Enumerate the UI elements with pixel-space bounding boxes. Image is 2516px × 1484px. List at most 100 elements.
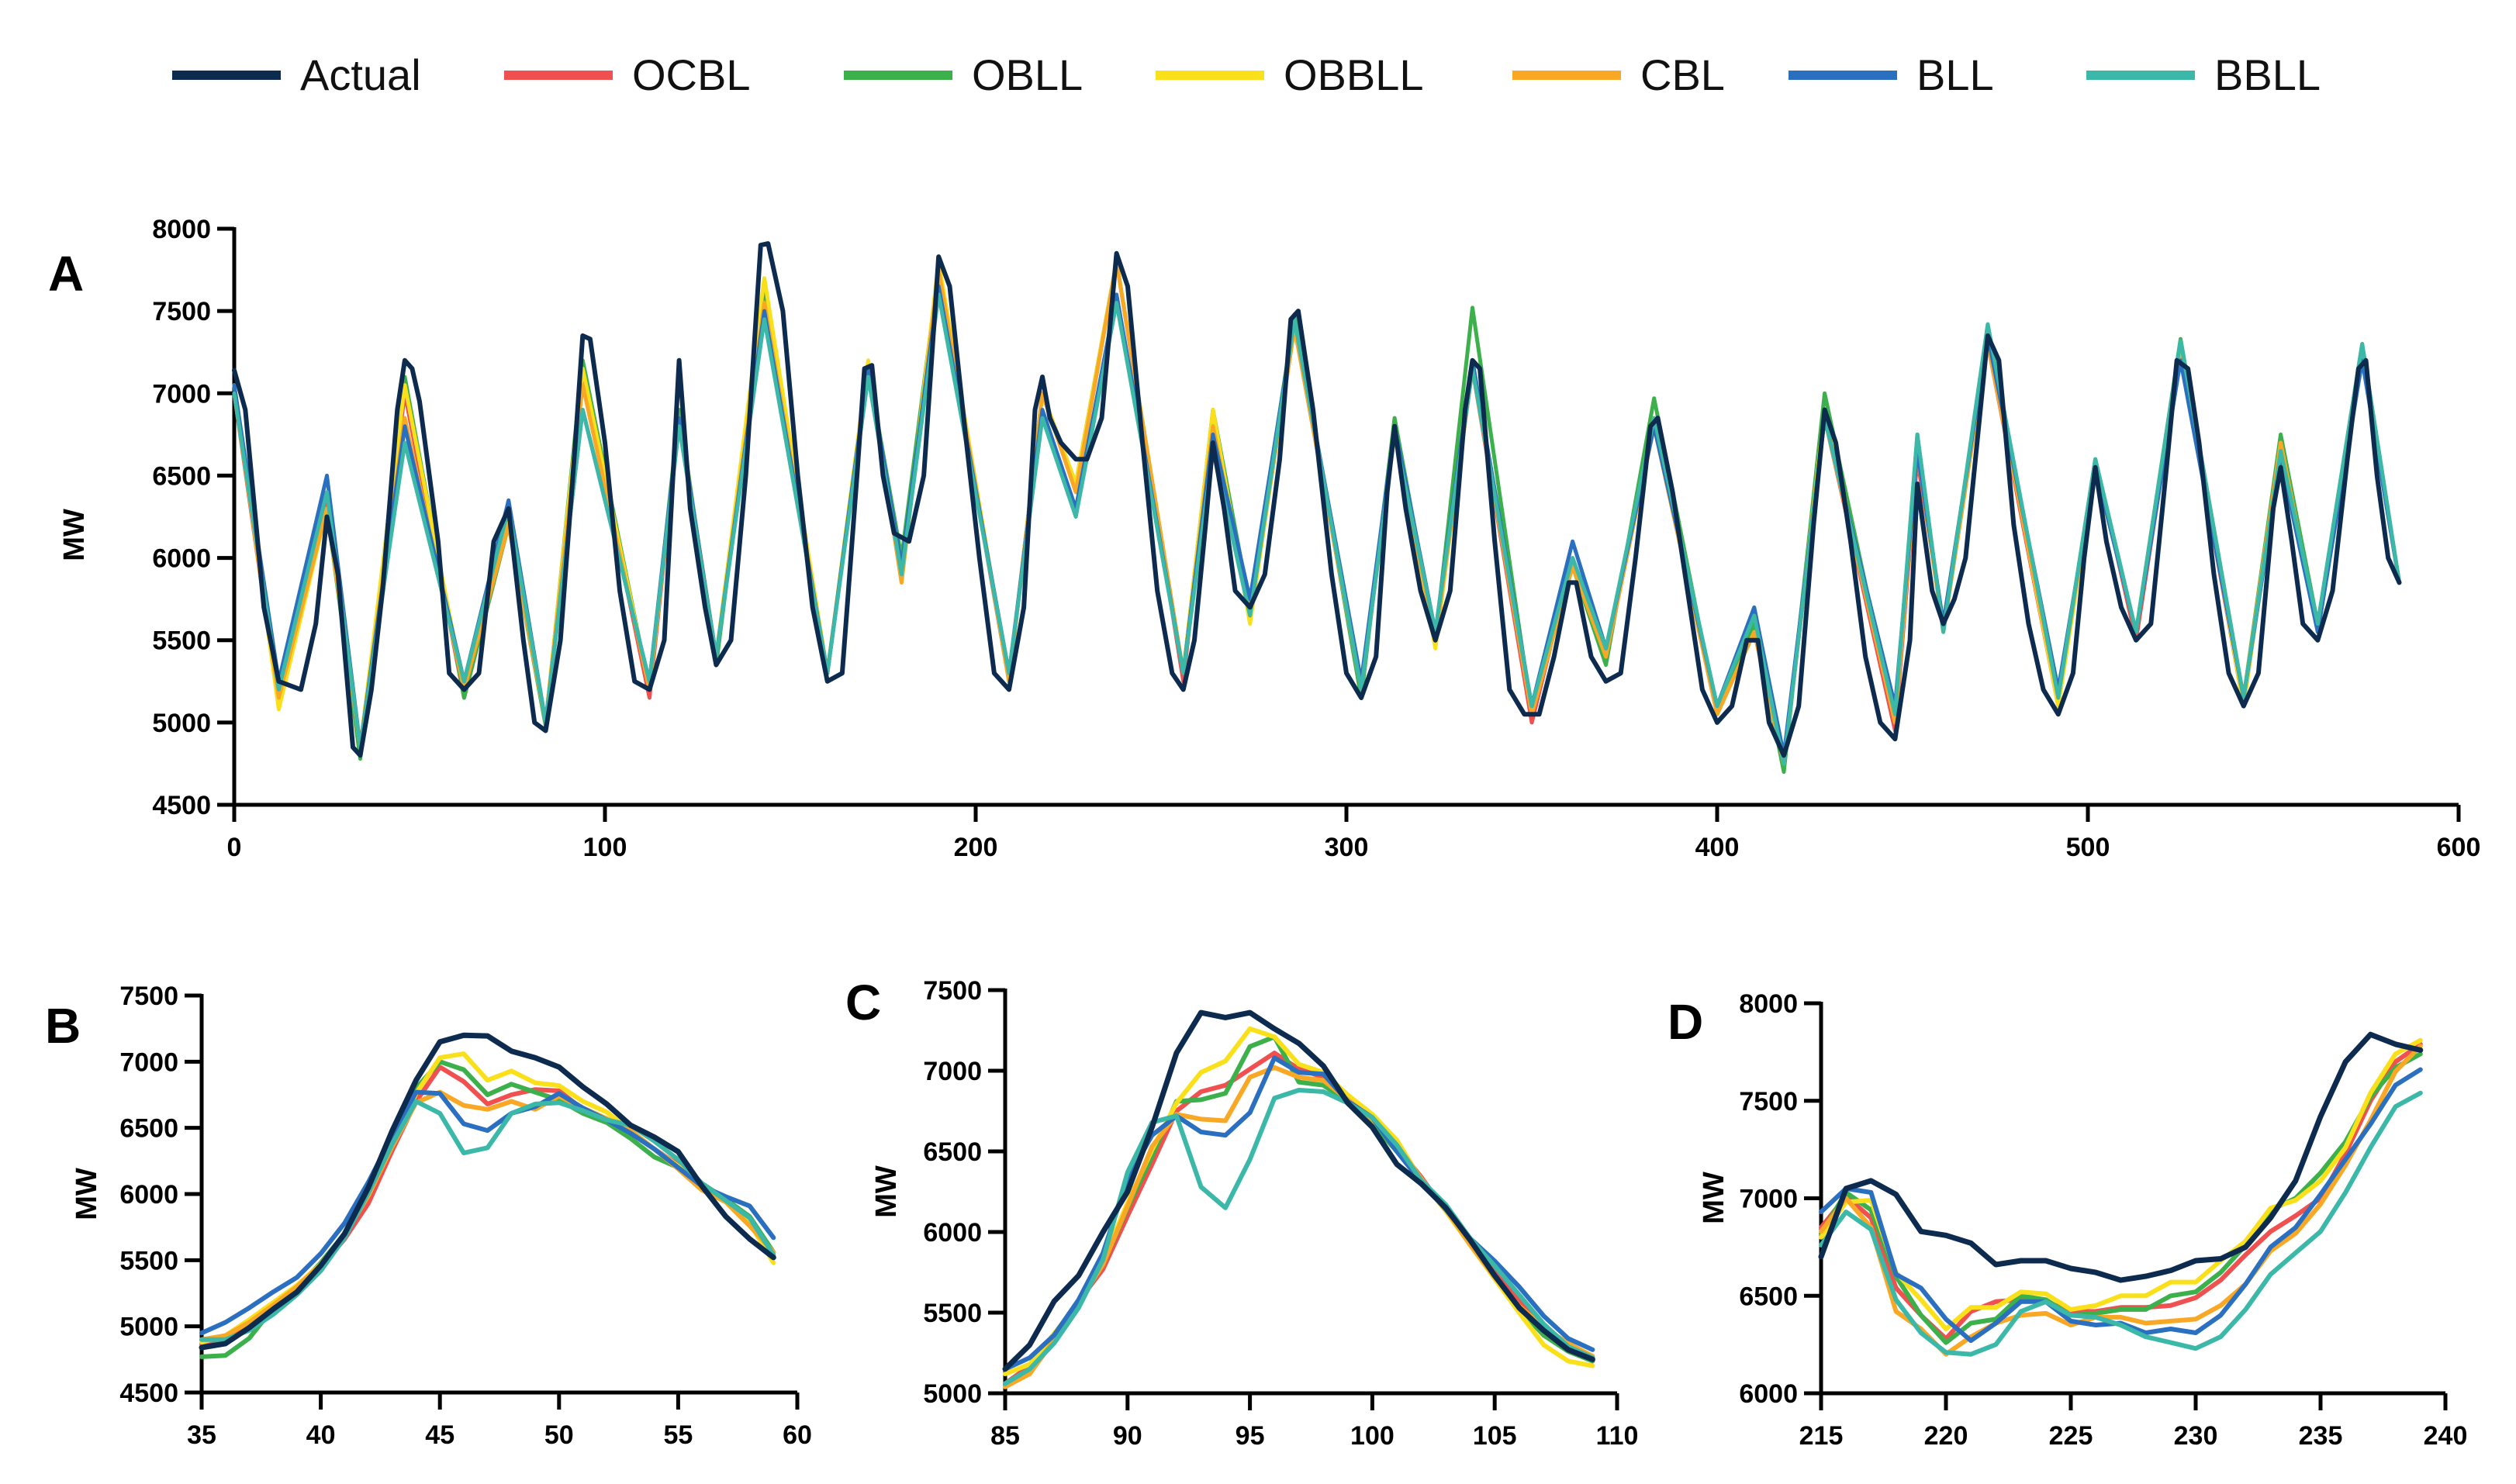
x-tick-label: 240: [2424, 1421, 2468, 1451]
legend-item-obll: OBLL: [844, 50, 1083, 99]
series-line-obll: [232, 260, 2401, 774]
y-tick-label: 6000: [152, 544, 211, 574]
x-tick-label: 230: [2174, 1421, 2218, 1451]
y-tick-label: 5500: [152, 626, 211, 656]
series-line-obll: [1819, 1051, 2423, 1345]
x-tick-label: 235: [2299, 1421, 2343, 1451]
x-tick-label: 215: [1799, 1421, 1844, 1451]
y-axis-label: MW: [71, 1168, 103, 1220]
legend-item-actual: Actual: [172, 50, 421, 99]
x-tick-label: 40: [306, 1420, 336, 1450]
y-tick-label: 7000: [923, 1057, 982, 1086]
y-tick-label: 4500: [152, 791, 211, 820]
series-line-bll: [199, 1089, 776, 1336]
y-tick-label: 6000: [923, 1218, 982, 1248]
x-tick-label: 60: [783, 1420, 812, 1450]
x-tick-label: 200: [954, 833, 998, 862]
x-tick-label: 50: [544, 1420, 574, 1450]
x-tick-label: 0: [227, 833, 242, 862]
y-tick-label: 7500: [152, 297, 211, 326]
panels: A MW 0 100 200 300 400 500 600 4500 5000 5500 6000 65…: [45, 215, 2480, 1451]
x-tick-label: 500: [2066, 833, 2110, 862]
y-tick-label: 5000: [152, 709, 211, 738]
y-tick-label: 7000: [152, 379, 211, 409]
x-tick-label: 225: [2049, 1421, 2093, 1451]
y-axis-label: MW: [1698, 1172, 1730, 1224]
series-line-bbll: [232, 292, 2401, 766]
x-tick-label: 95: [1236, 1421, 1265, 1451]
series-line-bbll: [199, 1099, 776, 1342]
x-tick-label: 400: [1695, 833, 1740, 862]
series-line-obbll: [1819, 1037, 2423, 1331]
y-tick-label: 7000: [119, 1047, 178, 1077]
legend: Actual OCBL OBLL OBBLL CBL BLL BBLL: [172, 50, 2321, 99]
y-tick-label: 5000: [923, 1379, 982, 1409]
y-tick-label: 6000: [1739, 1379, 1798, 1409]
y-tick-label: 4500: [119, 1379, 178, 1408]
y-tick-label: 5500: [119, 1246, 178, 1275]
y-tick-label: 7000: [1739, 1185, 1798, 1214]
x-tick-label: 600: [2437, 833, 2481, 862]
panel-d: D MW 215 220 225 230 235 240 6000 6500 7000 7500 800…: [1668, 989, 2467, 1451]
x-tick-label: 85: [990, 1421, 1020, 1451]
x-tick-label: 90: [1113, 1421, 1142, 1451]
series-line-bbll: [1819, 1090, 2423, 1357]
series-line-actual: [1002, 1009, 1595, 1372]
y-axis-label: MW: [58, 509, 91, 561]
x-tick-label: 220: [1924, 1421, 1968, 1451]
series-line-bll: [1003, 1055, 1595, 1372]
y-tick-label: 6500: [119, 1114, 178, 1144]
y-tick-label: 8000: [152, 215, 211, 244]
y-tick-label: 5500: [923, 1299, 982, 1328]
series-line-ocbl: [1003, 1051, 1595, 1386]
series-line-cbl: [1819, 1044, 2423, 1357]
series-line-bbll: [1003, 1088, 1595, 1386]
y-tick-label: 5000: [119, 1313, 178, 1342]
y-tick-label: 6500: [923, 1137, 982, 1167]
y-tick-label: 6500: [1739, 1282, 1798, 1311]
legend-item-bbll: BBLL: [2086, 50, 2321, 99]
series-line-obbll: [232, 260, 2401, 766]
series-line-ocbl: [232, 260, 2401, 766]
legend-label: OCBL: [632, 50, 751, 99]
series-line-actual: [199, 1032, 776, 1351]
legend-item-bll: BLL: [1789, 50, 1994, 99]
series-line-actual: [1818, 1031, 2424, 1283]
panel-a: A MW 0 100 200 300 400 500 600 4500 5000 5500 6000 65…: [48, 215, 2480, 862]
legend-item-ocbl: OCBL: [504, 50, 751, 99]
x-tick-label: 55: [663, 1420, 693, 1450]
x-tick-label: 105: [1473, 1421, 1517, 1451]
panel-b: B MW 35 40 45 50 55 60 4500 5000 5500 6000 6500 7000 7…: [45, 982, 812, 1450]
x-tick-label: 300: [1325, 833, 1369, 862]
x-tick-label: 110: [1596, 1421, 1639, 1451]
y-tick-label: 8000: [1739, 989, 1798, 1019]
x-tick-label: 100: [583, 833, 627, 862]
y-tick-label: 6500: [152, 461, 211, 491]
series-line-bll: [232, 284, 2401, 758]
legend-label: BBLL: [2214, 50, 2321, 99]
y-tick-label: 7500: [923, 976, 982, 1006]
legend-label: OBLL: [972, 50, 1083, 99]
legend-item-cbl: CBL: [1512, 50, 1725, 99]
legend-label: Actual: [300, 50, 421, 99]
panel-letter: C: [845, 975, 881, 1030]
series-line-actual: [232, 241, 2402, 758]
series-line-cbl: [232, 260, 2401, 766]
panel-letter: D: [1668, 994, 1703, 1050]
legend-label: CBL: [1640, 50, 1725, 99]
y-tick-label: 7500: [119, 982, 178, 1011]
y-axis-label: MW: [870, 1165, 903, 1218]
panel-letter: A: [48, 246, 84, 302]
y-tick-label: 7500: [1739, 1087, 1798, 1116]
x-tick-label: 45: [425, 1420, 454, 1450]
series-line-cbl: [1003, 1065, 1595, 1389]
legend-label: BLL: [1916, 50, 1994, 99]
panel-letter: B: [45, 998, 81, 1054]
x-tick-label: 35: [187, 1420, 216, 1450]
legend-label: OBBLL: [1284, 50, 1424, 99]
panel-c: C MW 85 90 95 100 105 110 5000 5500 6000 6500 7000 75…: [845, 975, 1638, 1451]
y-tick-label: 6000: [119, 1180, 178, 1210]
legend-item-obbll: OBBLL: [1156, 50, 1424, 99]
x-tick-label: 100: [1350, 1421, 1395, 1451]
